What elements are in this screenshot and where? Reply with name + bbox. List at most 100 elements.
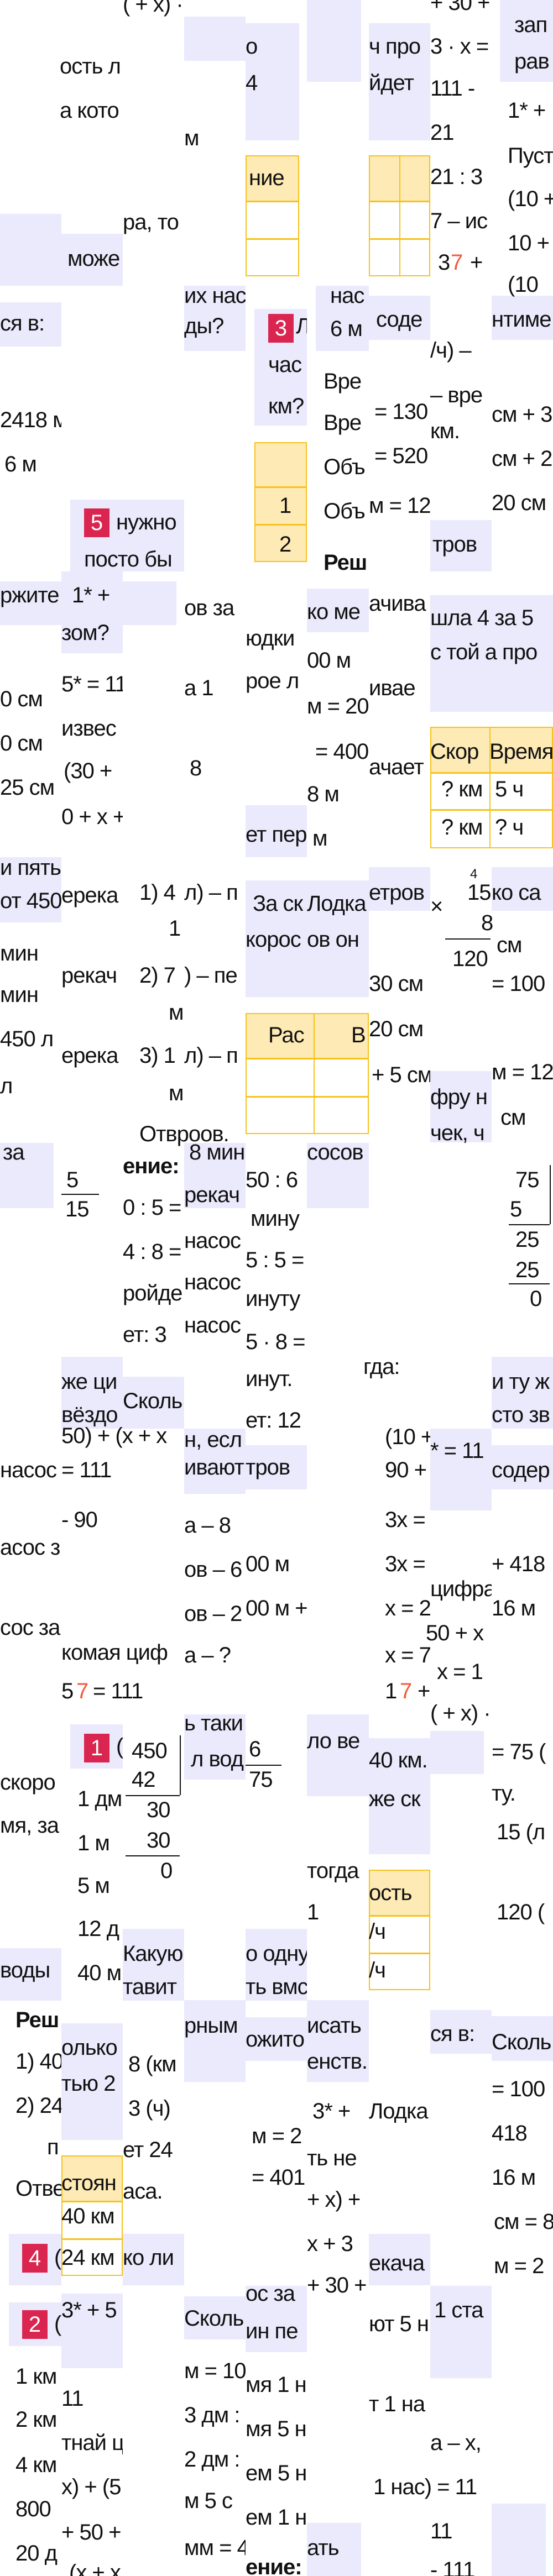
text-fragment: нас bbox=[330, 284, 364, 308]
text-fragment: 25 bbox=[515, 1258, 540, 1282]
text-fragment: + 5 см bbox=[372, 1063, 430, 1087]
text-fragment: 0 см bbox=[0, 687, 43, 711]
text-fragment: скоро bbox=[0, 1770, 56, 1795]
card-tile bbox=[0, 1143, 54, 1208]
text-fragment: ( bbox=[54, 2246, 61, 2270]
text-fragment: содер bbox=[492, 1458, 550, 1482]
text-fragment: сос за bbox=[0, 1615, 60, 1640]
text-fragment: 50 : 6 bbox=[246, 1168, 298, 1192]
text-fragment: 0 см bbox=[0, 731, 43, 756]
text-fragment: ся в: bbox=[0, 311, 45, 335]
text-fragment: ся в: bbox=[430, 2022, 475, 2046]
text-fragment: ачива bbox=[369, 591, 426, 616]
text-fragment: 15 bbox=[65, 1197, 90, 1221]
text-fragment: 0 + x + bbox=[61, 805, 123, 829]
text-fragment: Сколь bbox=[184, 2306, 244, 2331]
card-tile bbox=[492, 2504, 546, 2576]
card-tile bbox=[0, 857, 61, 922]
task-number-badge: 2 bbox=[22, 2310, 48, 2339]
table-row-line bbox=[246, 1096, 369, 1098]
card-tile bbox=[307, 0, 361, 82]
text-fragment: рекач bbox=[61, 963, 117, 988]
text-fragment: а – 8 bbox=[184, 1513, 231, 1538]
text-fragment: 6 м bbox=[330, 317, 363, 341]
text-fragment: 1) 4 bbox=[139, 880, 176, 905]
text-fragment: м = 10 bbox=[184, 2359, 246, 2383]
text-fragment: 00 м bbox=[307, 648, 351, 673]
text-fragment: инут. bbox=[246, 1367, 293, 1391]
table-header bbox=[246, 155, 299, 201]
text-fragment: 2 дм : bbox=[184, 2447, 240, 2472]
text-fragment: + 30 + bbox=[430, 0, 490, 15]
text-fragment: м 5 с bbox=[184, 2489, 233, 2513]
table-row-line bbox=[430, 809, 553, 811]
table-row-line bbox=[430, 772, 553, 774]
text-fragment: 3) 1 bbox=[139, 1043, 176, 1068]
table-column-line bbox=[399, 155, 400, 276]
text-fragment: н, есл bbox=[184, 1428, 242, 1452]
text-fragment: т 1 на bbox=[369, 2392, 425, 2416]
text-fragment: 450 bbox=[132, 1739, 168, 1763]
text-fragment: ( + x) · bbox=[123, 0, 184, 17]
text-fragment: 8 мин bbox=[189, 1140, 245, 1164]
card-tile bbox=[369, 2234, 430, 2285]
text-fragment: + x) + bbox=[307, 2187, 361, 2212]
table bbox=[369, 1870, 430, 1990]
text-fragment: = 400 bbox=[315, 739, 369, 764]
text-fragment: 00 м + bbox=[246, 1596, 307, 1620]
text-fragment: 111 - bbox=[430, 76, 475, 101]
text-fragment: вёздо bbox=[61, 1403, 118, 1427]
text-fragment: 16 м bbox=[492, 1596, 536, 1620]
text-fragment: 418 bbox=[492, 2121, 528, 2145]
text-fragment: от 450 bbox=[0, 889, 61, 913]
text-fragment: а – ? bbox=[184, 1643, 231, 1667]
text-fragment: 21 bbox=[430, 120, 455, 145]
text-fragment: 2418 м bbox=[0, 408, 61, 432]
text-fragment: короc bbox=[246, 927, 301, 952]
text-fragment: етров bbox=[369, 880, 425, 905]
card-tile bbox=[492, 296, 553, 340]
card-tile bbox=[246, 2017, 307, 2061]
text-fragment: 3 дм : bbox=[184, 2403, 240, 2427]
text-fragment: тров bbox=[246, 1455, 290, 1480]
text-fragment: (10 bbox=[508, 272, 539, 297]
text-fragment: йдет bbox=[369, 71, 414, 95]
card-tile bbox=[184, 1143, 246, 1208]
text-fragment: 20 д bbox=[15, 2541, 58, 2565]
text-fragment: м bbox=[184, 126, 200, 150]
card-tile bbox=[246, 1445, 307, 1489]
text-fragment: Пуст bbox=[508, 144, 553, 168]
text-fragment: 20 см bbox=[492, 491, 546, 515]
division-bracket bbox=[180, 1735, 181, 1795]
table-column-line bbox=[489, 727, 491, 848]
text-fragment: 00 м bbox=[246, 1552, 290, 1576]
text-fragment: 5 : 5 = bbox=[246, 1248, 304, 1272]
text-fragment: ды? bbox=[184, 314, 224, 338]
text-fragment: ло ве bbox=[307, 1729, 360, 1753]
text-fragment: 40 км bbox=[61, 2204, 115, 2228]
text-fragment: 30 bbox=[147, 1828, 171, 1853]
text-fragment: м = 2 bbox=[494, 2254, 544, 2278]
text-fragment: 8 bbox=[190, 756, 202, 780]
text-fragment: ют 5 н bbox=[369, 2312, 429, 2336]
text-fragment: ра, то bbox=[123, 210, 179, 234]
text-fragment: нужно bbox=[116, 510, 177, 534]
text-fragment: ение: bbox=[246, 2555, 302, 2576]
text-fragment: Реш bbox=[324, 550, 367, 575]
text-fragment: посто бы bbox=[84, 547, 173, 571]
text-fragment: насос bbox=[184, 1229, 241, 1253]
text-fragment: ет: 3 bbox=[123, 1323, 167, 1347]
text-fragment: 1 дм bbox=[77, 1787, 122, 1811]
card-tile bbox=[307, 2523, 361, 2576]
text-fragment: Рас bbox=[268, 1023, 305, 1047]
text-fragment: 1 bbox=[307, 1900, 319, 1924]
card-tile bbox=[0, 581, 61, 625]
text-fragment: 1 bbox=[385, 1679, 397, 1703]
text-fragment: час bbox=[268, 353, 302, 377]
card-tile bbox=[316, 286, 369, 351]
text-fragment: 5 ч bbox=[495, 777, 524, 801]
text-fragment: 90 + bbox=[385, 1458, 427, 1482]
text-fragment: за bbox=[3, 1140, 25, 1164]
text-fragment: В bbox=[351, 1023, 366, 1047]
